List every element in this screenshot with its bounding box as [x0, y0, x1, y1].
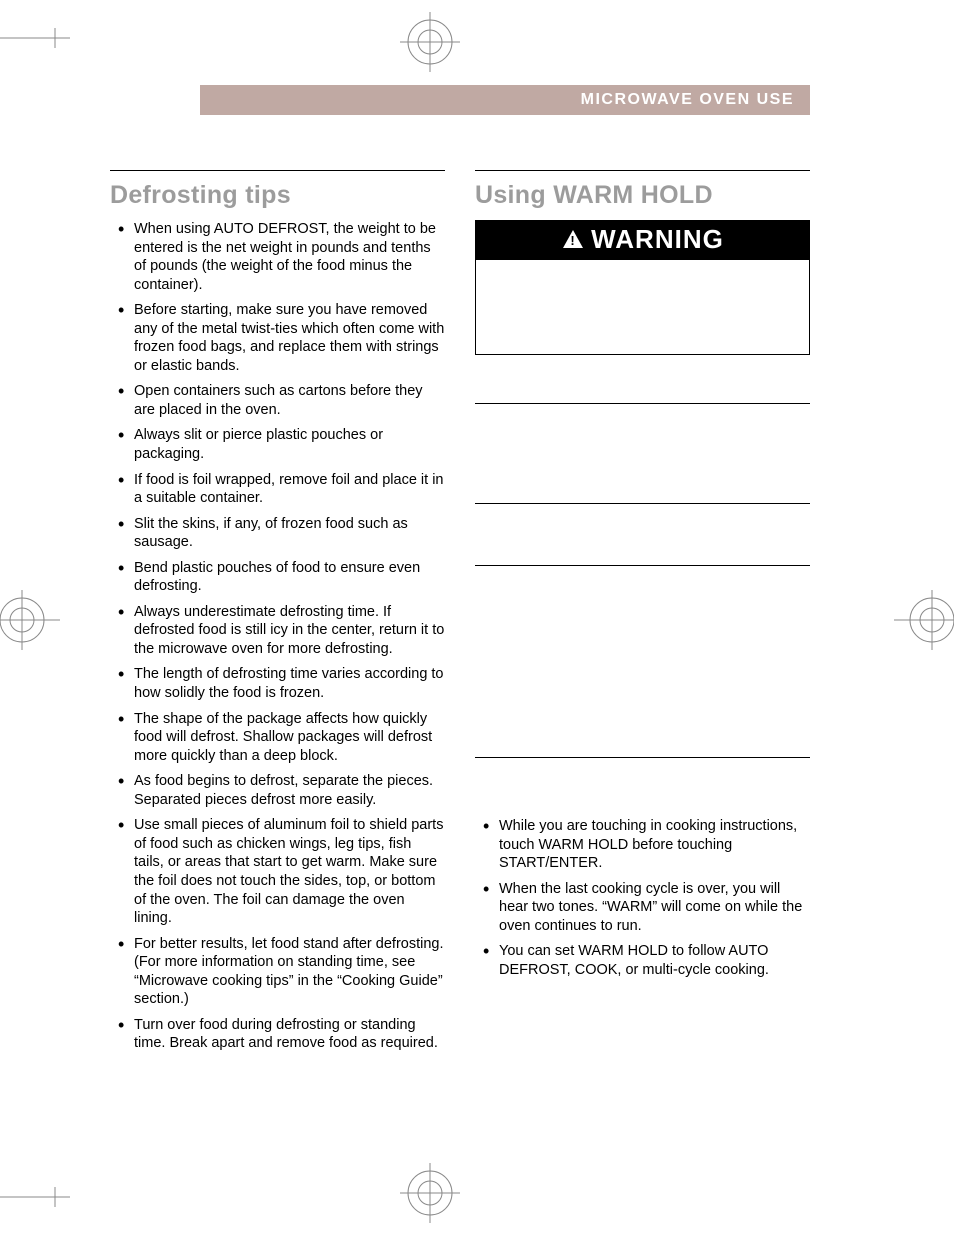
placeholder-block [475, 369, 810, 403]
left-column: Defrosting tips When using AUTO DEFROST,… [110, 170, 445, 1060]
right-column: Using WARM HOLD ! WARNING While you are … [475, 170, 810, 1060]
warning-box: ! WARNING [475, 220, 810, 355]
defrosting-tips-heading: Defrosting tips [110, 170, 445, 210]
tip-item: Slit the skins, if any, of frozen food s… [124, 515, 445, 552]
warning-header: ! WARNING [476, 221, 809, 260]
tip-item: Before starting, make sure you have remo… [124, 301, 445, 375]
placeholder-block [475, 403, 810, 503]
tip-item: Bend plastic pouches of food to ensure e… [124, 559, 445, 596]
tip-item: For better results, let food stand after… [124, 935, 445, 1009]
svg-text:!: ! [570, 233, 575, 248]
warning-label: WARNING [591, 224, 724, 255]
tip-item: The shape of the package affects how qui… [124, 710, 445, 766]
warm-hold-heading: Using WARM HOLD [475, 170, 810, 210]
crop-mark-bl [0, 1187, 100, 1207]
warning-body [476, 260, 809, 354]
tip-item: Open containers such as cartons before t… [124, 382, 445, 419]
crop-mark-r [894, 590, 954, 650]
tip-item: Turn over food during defrosting or stan… [124, 1016, 445, 1053]
tip-item: While you are touching in cooking instru… [489, 817, 810, 873]
placeholder-block [475, 565, 810, 757]
tip-item: When the last cooking cycle is over, you… [489, 880, 810, 936]
tip-item: Always underestimate defrosting time. If… [124, 603, 445, 659]
tip-item: You can set WARM HOLD to follow AUTO DEF… [489, 942, 810, 979]
crop-mark-tl [0, 28, 100, 48]
warning-icon: ! [561, 228, 585, 252]
placeholder-block [475, 503, 810, 565]
warm-hold-list: While you are touching in cooking instru… [475, 817, 810, 979]
tip-item: When using AUTO DEFROST, the weight to b… [124, 220, 445, 294]
tip-item: Use small pieces of aluminum foil to shi… [124, 816, 445, 927]
two-column-layout: Defrosting tips When using AUTO DEFROST,… [110, 170, 810, 1060]
tip-item: As food begins to defrost, separate the … [124, 772, 445, 809]
crop-mark-bot [400, 1163, 460, 1223]
tip-item: If food is foil wrapped, remove foil and… [124, 471, 445, 508]
crop-mark-top [400, 12, 460, 72]
tip-item: The length of defrosting time varies acc… [124, 665, 445, 702]
section-header-band: MICROWAVE OVEN USE [200, 85, 810, 115]
section-header-title: MICROWAVE OVEN USE [581, 91, 794, 109]
placeholder-block [475, 757, 810, 817]
crop-mark-l [0, 590, 60, 650]
defrosting-tips-list: When using AUTO DEFROST, the weight to b… [110, 220, 445, 1053]
tip-item: Always slit or pierce plastic pouches or… [124, 426, 445, 463]
page-content: MICROWAVE OVEN USE Defrosting tips When … [110, 85, 810, 1060]
